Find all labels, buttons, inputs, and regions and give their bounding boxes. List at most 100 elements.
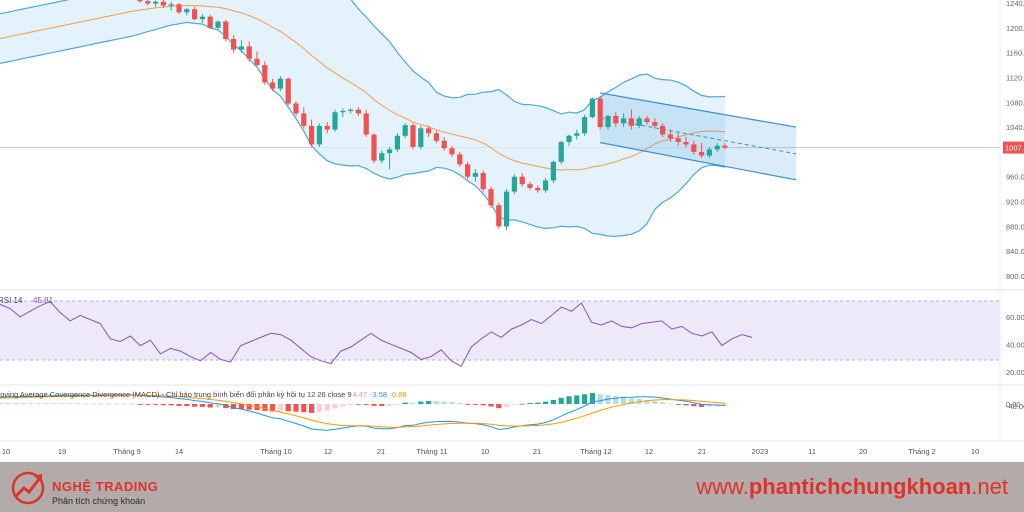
macd-histogram-bar <box>691 404 697 407</box>
time-tick-label: 20 <box>859 447 867 456</box>
rsi-tick-label: 60.00 <box>1006 313 1024 322</box>
candle-body <box>184 9 190 13</box>
macd-histogram-bar <box>496 404 502 409</box>
macd-histogram-bar <box>644 399 650 404</box>
candle-body <box>722 145 728 148</box>
bollinger-lower-line <box>0 21 726 237</box>
macd-histogram-bar <box>683 404 689 406</box>
candle-body <box>527 184 533 188</box>
price-tick-label: 840.0 <box>1006 247 1024 256</box>
candle-body <box>683 141 689 145</box>
candle-body <box>160 1 166 6</box>
macd-histogram-bar <box>535 402 541 404</box>
bollinger-middle-line <box>0 4 726 171</box>
macd-histogram-bar <box>270 404 276 412</box>
candle-body <box>706 149 712 156</box>
candle-body <box>394 135 400 150</box>
time-tick-label: 12 <box>324 447 332 456</box>
macd-histogram-bar <box>550 399 556 404</box>
price-tick-label: 920.0 <box>1006 198 1024 207</box>
price-tick-label: 1120.0 <box>1006 73 1024 82</box>
macd-signal-line <box>0 394 726 428</box>
macd-histogram-bar <box>223 404 229 409</box>
macd-histogram-bar <box>449 402 455 404</box>
macd-histogram-bar <box>348 404 354 406</box>
candle-body <box>535 187 541 191</box>
chart-svg[interactable]: 1240.0 1200.0 1160.0 1120.0 1080.0 1040.0 960.… <box>0 0 1024 462</box>
macd-histogram-bar <box>238 404 244 410</box>
candle-body <box>504 191 510 227</box>
candle-body <box>215 21 221 28</box>
chart-arrow-logo-icon <box>11 471 45 505</box>
macd-histogram-bar <box>441 401 447 404</box>
macd-value: -3.58 <box>370 390 387 399</box>
candle-body <box>387 149 393 154</box>
candle-body <box>675 138 681 142</box>
macd-histogram-bar <box>199 404 205 407</box>
candle-body <box>488 189 494 206</box>
macd-histogram-bar <box>379 404 385 407</box>
time-tick-label: 12 <box>645 447 653 456</box>
macd-histogram-bar <box>465 404 471 405</box>
bollinger-fill <box>0 0 725 237</box>
macd-histogram-bar <box>652 401 658 404</box>
macd-histogram-bar <box>59 403 65 405</box>
macd-histogram-bar <box>160 404 166 406</box>
macd-histogram-bar <box>153 404 159 405</box>
macd-histogram-bar <box>301 404 307 413</box>
candle-body <box>480 173 486 190</box>
candle-body <box>449 148 455 155</box>
macd-histogram-bar <box>706 404 712 407</box>
website-link[interactable]: www.phantichchungkhoan.net <box>696 474 1008 500</box>
macd-histogram-bar <box>667 403 673 405</box>
rsi-tick-label: 20.00 <box>1006 368 1024 377</box>
macd-histogram-bar <box>129 403 135 405</box>
trend-channel-mid <box>600 117 797 155</box>
macd-histogram-bar <box>121 403 127 405</box>
price-tick-label: 800.0 <box>1006 272 1024 281</box>
macd-histogram-bar <box>316 404 322 412</box>
candle-body <box>168 4 174 6</box>
candle-body <box>270 82 276 89</box>
trend-channel-lower <box>600 142 797 181</box>
macd-histogram-bar <box>43 403 49 404</box>
footer-banner: NGHỆ TRADING Phân tích chứng khoán www.p… <box>0 462 1024 512</box>
chart-area[interactable]: 1240.0 1200.0 1160.0 1120.0 1080.0 1040.0 960.… <box>0 0 1024 462</box>
macd-histogram-bar <box>114 403 120 405</box>
macd-histogram-bar <box>418 401 424 404</box>
macd-histogram-bar <box>98 403 104 405</box>
macd-histogram-bar <box>699 404 705 407</box>
macd-histogram-bar <box>293 404 299 412</box>
price-tick-label: 960.0 <box>1006 173 1024 182</box>
macd-histogram-bar <box>363 404 369 405</box>
macd-histogram-bar <box>67 403 73 405</box>
time-tick-label: Tháng 2 <box>908 447 936 456</box>
candle-body <box>714 145 720 150</box>
last-price-label: 1007.0 <box>1005 144 1024 153</box>
macd-histogram-bar <box>675 404 681 405</box>
macd-histogram-bar <box>621 396 627 404</box>
brand-name: NGHỆ TRADING <box>52 479 159 494</box>
candle-body <box>605 115 611 128</box>
macd-label: Moving Average Covergence Divergence (MA… <box>0 390 352 399</box>
candle-body <box>262 65 268 83</box>
macd-histogram-bar <box>371 404 377 406</box>
macd-histogram-bar <box>51 403 57 405</box>
time-tick-label: 19 <box>58 447 66 456</box>
candle-body <box>465 164 471 177</box>
macd-histogram-bar <box>527 403 533 404</box>
trend-channel-fill <box>600 92 796 180</box>
time-tick-label: Tháng 12 <box>580 447 612 456</box>
price-tick-label: 1040.0 <box>1006 123 1024 132</box>
macd-histogram-bar <box>472 404 478 405</box>
macd-histogram-bar <box>106 403 112 405</box>
candle-body <box>371 134 377 161</box>
candle-body <box>410 125 416 147</box>
macd-histogram-bar <box>660 402 666 404</box>
macd-histogram-bar <box>543 401 549 404</box>
macd-histogram-bar <box>90 403 96 405</box>
time-tick-label: 2023 <box>752 447 769 456</box>
macd-histogram-bar <box>613 396 619 404</box>
macd-histogram-bar <box>574 395 580 404</box>
candle-body <box>644 118 650 123</box>
